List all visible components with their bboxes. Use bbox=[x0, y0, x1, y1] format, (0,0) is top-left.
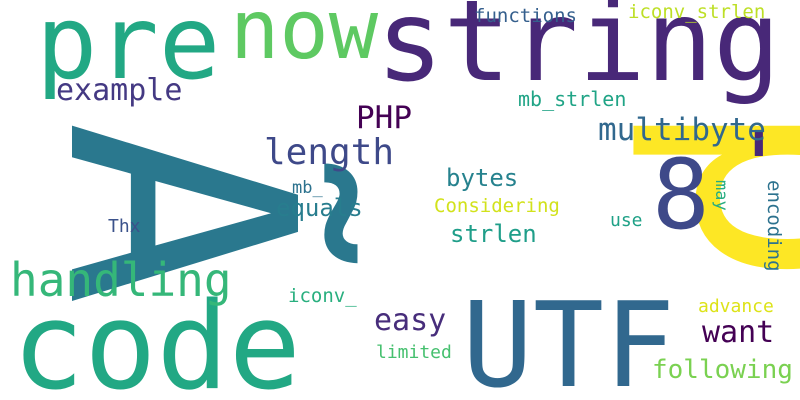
word-a-tilde: Ã bbox=[0, 120, 359, 307]
word-multibyte: multibyte bbox=[598, 112, 766, 148]
word-may: may bbox=[711, 180, 731, 211]
word-pre: pre bbox=[36, 0, 220, 103]
word-mb-strlen: mb_strlen bbox=[518, 87, 626, 111]
word-utf: UTF bbox=[462, 276, 675, 400]
word-want: want bbox=[702, 315, 774, 350]
word-strlen: strlen bbox=[450, 220, 537, 248]
word-iconv-underscore: iconv_ bbox=[288, 285, 357, 307]
word-handling: handling bbox=[10, 253, 232, 307]
word-8: 8 bbox=[652, 139, 710, 251]
word-use: use bbox=[610, 210, 643, 231]
word-p: p bbox=[624, 96, 800, 289]
word-bytes: bytes bbox=[446, 164, 518, 192]
word-iconv-strlen: iconv_strlen bbox=[628, 1, 765, 23]
word-code: code bbox=[12, 278, 301, 400]
word-following: following bbox=[652, 355, 793, 385]
word-mb-underscore: mb_ bbox=[292, 178, 323, 198]
word-php: PHP bbox=[356, 100, 412, 136]
word-functions: functions bbox=[474, 5, 577, 27]
word-advance: advance bbox=[698, 296, 774, 317]
word-thx: Thx bbox=[108, 216, 141, 237]
word-limited: limited bbox=[376, 342, 452, 363]
word-string: string bbox=[376, 0, 781, 107]
word-now: now bbox=[230, 0, 379, 78]
word-length: length bbox=[264, 132, 394, 173]
word-considering: Considering bbox=[434, 195, 560, 217]
word-apostrophe: ' bbox=[730, 111, 788, 223]
word-equals: equals bbox=[276, 194, 363, 222]
word-easy: easy bbox=[374, 303, 446, 338]
word-example: example bbox=[56, 73, 182, 108]
word-encoding: encoding bbox=[763, 180, 785, 272]
